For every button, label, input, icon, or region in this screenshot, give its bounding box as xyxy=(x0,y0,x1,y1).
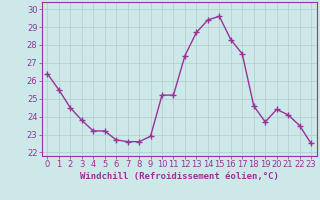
X-axis label: Windchill (Refroidissement éolien,°C): Windchill (Refroidissement éolien,°C) xyxy=(80,172,279,181)
